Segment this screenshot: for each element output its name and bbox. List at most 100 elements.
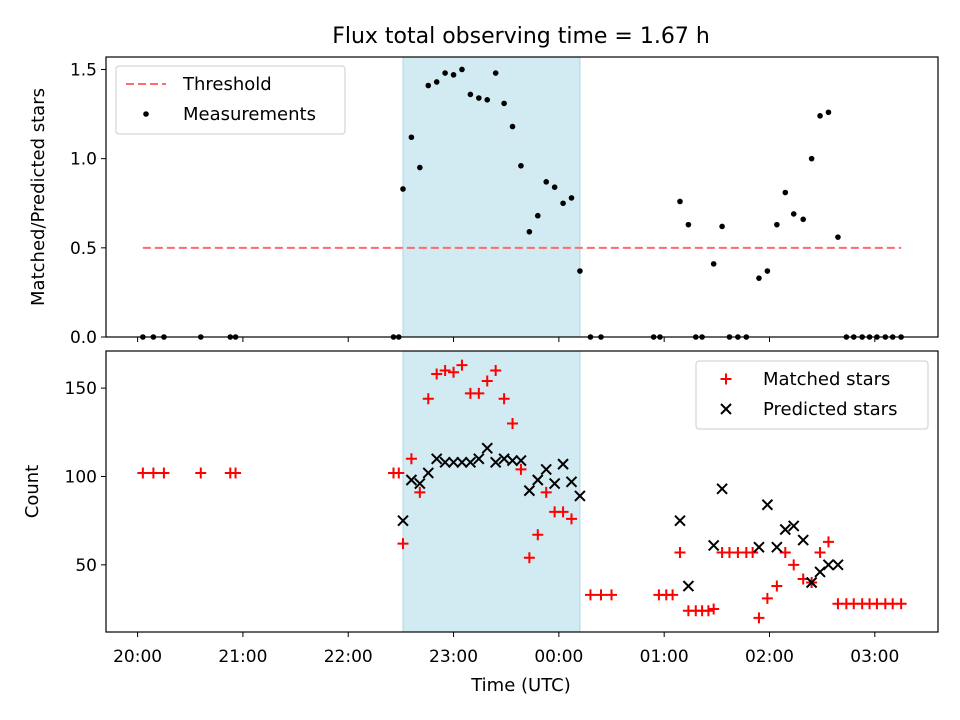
predicted-star-point: [523, 484, 536, 497]
matched-star-point: [414, 486, 426, 498]
matched-star-point: [822, 536, 834, 548]
predicted-star-point: [532, 474, 544, 486]
legend-predicted-label: Predicted stars: [763, 399, 897, 420]
measurement-point: [825, 109, 832, 116]
predicted-star-point: [414, 477, 426, 490]
y-tick-label: 1.5: [70, 60, 97, 80]
predicted-star-point: [822, 559, 835, 571]
ratio-panel: 0.0 0.5 1.0 1.5 Matched/Predicted stars Thres…: [28, 56, 939, 348]
x-tick-label: 01:00: [640, 647, 689, 667]
predicted-star-point: [779, 523, 791, 536]
y-tick-label: 50: [75, 556, 97, 576]
legend-box: [695, 360, 929, 430]
measurement-point: [492, 70, 499, 76]
measurement-point: [484, 97, 491, 103]
predicted-star-point: [682, 580, 695, 592]
measurement-point: [685, 221, 692, 228]
matched-star-point: [230, 467, 242, 479]
predicted-star-point: [574, 490, 586, 502]
measurement-point: [577, 268, 583, 274]
matched-star-point: [481, 375, 493, 387]
x-tick-label: 22:00: [324, 647, 373, 667]
matched-star-point: [439, 364, 451, 376]
predicted-star-point: [761, 499, 774, 511]
predicted-star-point: [422, 467, 434, 479]
measurement-point: [425, 82, 432, 89]
measurement-point: [710, 261, 717, 267]
count-panel: 50 100 150 20:00 21:00 22:00 23:00 00:00 01:00 02…: [22, 350, 939, 667]
matched-star-point: [507, 417, 519, 429]
matched-star-point: [195, 467, 207, 479]
x-tick-label: 20:00: [113, 647, 162, 667]
matched-star-point: [667, 589, 679, 601]
matched-star-point: [431, 368, 443, 380]
measurement-point: [400, 186, 406, 192]
legend-matched-label: Matched stars: [763, 369, 890, 390]
plot-frame: [105, 350, 939, 633]
matched-star-point: [761, 592, 773, 604]
legend-measurements-label: Measurements: [183, 104, 316, 125]
matched-star-point: [584, 589, 596, 601]
measurement-point: [782, 189, 789, 196]
measurement-point: [774, 221, 780, 228]
predicted-star-point: [707, 539, 720, 552]
predicted-star-point: [797, 534, 809, 546]
matched-star-point: [753, 612, 765, 624]
measurement-point: [526, 228, 533, 235]
matched-star-point: [490, 364, 502, 376]
predicted-star-point: [481, 442, 493, 454]
predicted-star-point: [771, 541, 783, 553]
matched-star-point: [557, 506, 569, 518]
measurement-point: [551, 184, 558, 190]
predicted-star-point: [716, 483, 728, 495]
predicted-star-point: [506, 454, 519, 467]
measurement-point: [534, 212, 541, 219]
x-tick-label: 03:00: [850, 647, 899, 667]
predicted-star-point: [557, 458, 569, 470]
measurement-point: [677, 198, 683, 205]
y-axis-label: Count: [22, 465, 43, 518]
matched-star-point: [147, 467, 159, 479]
predicted-star-point: [439, 456, 451, 469]
legend-box: [115, 65, 346, 135]
predicted-star-point: [430, 453, 443, 465]
matched-star-point: [523, 552, 535, 564]
y-tick-label: 150: [65, 379, 97, 399]
matched-star-point: [771, 580, 783, 592]
measurement-point: [459, 66, 465, 73]
predicted-star-point: [540, 463, 552, 476]
measurement-point: [756, 275, 762, 281]
matched-star-point: [405, 453, 417, 465]
matched-star-point: [788, 559, 800, 571]
measurement-point: [450, 72, 457, 78]
matched-star-point: [137, 467, 149, 479]
measurement-point: [433, 79, 440, 85]
matched-star-point: [397, 538, 409, 550]
measurement-point: [835, 234, 841, 240]
measurement-point: [467, 91, 474, 98]
matched-star-point: [515, 463, 527, 475]
matched-star-point: [779, 546, 791, 558]
x-axis-label: Time (UTC): [470, 675, 571, 696]
measurement-point: [719, 223, 725, 230]
measurement-point: [568, 195, 575, 201]
matched-star-point: [674, 546, 686, 558]
matched-star-point: [456, 359, 468, 371]
predicted-star-point: [405, 474, 418, 486]
predicted-star-point: [674, 514, 686, 527]
legend-matched-swatch: [720, 373, 732, 385]
legend-threshold-label: Threshold: [182, 74, 272, 95]
measurement-point: [543, 179, 550, 185]
measurement-point: [790, 211, 797, 217]
predicted-star-point: [548, 477, 561, 490]
matched-star-point: [747, 546, 759, 558]
matched-star-point: [498, 393, 510, 405]
measurement-point: [560, 200, 566, 207]
observing-window: [402, 56, 581, 338]
matched-star-point: [814, 546, 826, 558]
predicted-star-point: [456, 456, 468, 469]
measurement-point: [518, 162, 524, 169]
chart-title: Flux total observing time = 1.67 h: [332, 24, 710, 49]
x-tick-label: 00:00: [534, 647, 583, 667]
x-tick-label: 21:00: [218, 647, 267, 667]
